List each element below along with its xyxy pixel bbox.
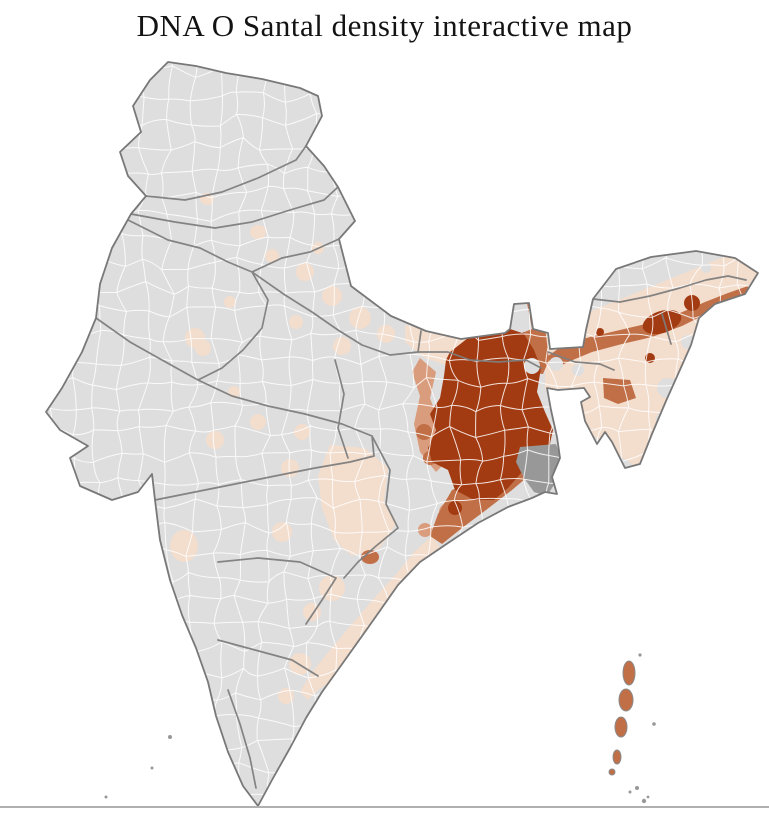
region-mp-patch-1[interactable] bbox=[195, 340, 211, 356]
region-arunachal-gray-2[interactable] bbox=[646, 264, 658, 276]
andaman-island-5[interactable] bbox=[608, 768, 616, 776]
region-west-up-patch[interactable] bbox=[265, 249, 279, 263]
nicobar-speck-3 bbox=[641, 798, 647, 804]
region-meghalaya-gray-2[interactable] bbox=[549, 357, 563, 371]
region-visakhapatnam-patch[interactable] bbox=[361, 550, 379, 564]
map-title: DNA O Santal density interactive map bbox=[136, 8, 633, 43]
region-haryana-patch[interactable] bbox=[250, 225, 266, 239]
andaman-island-1[interactable] bbox=[622, 660, 636, 686]
nicobar-speck-4 bbox=[646, 795, 650, 799]
region-up-patch-5[interactable] bbox=[333, 337, 351, 355]
region-odisha-inland-patch-2[interactable] bbox=[418, 523, 432, 537]
andaman-speck-1 bbox=[638, 653, 642, 657]
andaman-island-4[interactable] bbox=[612, 749, 622, 765]
lakshadweep-speck-2 bbox=[150, 766, 154, 770]
lakshadweep-speck-1 bbox=[168, 735, 172, 739]
region-rajasthan-patch-2[interactable] bbox=[224, 296, 236, 308]
region-valley-dark-spot-3[interactable] bbox=[564, 340, 572, 348]
region-up-patch-4[interactable] bbox=[349, 307, 371, 329]
lakshadweep-speck-3 bbox=[104, 795, 108, 799]
andaman-speck-2 bbox=[652, 722, 656, 726]
nicobar-speck-2 bbox=[628, 790, 632, 794]
region-mp-patch-4[interactable] bbox=[250, 414, 266, 430]
state-borders bbox=[95, 145, 747, 789]
region-valley-dark-spot-2[interactable] bbox=[596, 328, 604, 336]
region-west-jh-orange-1[interactable] bbox=[416, 424, 432, 440]
andaman-island-3[interactable] bbox=[614, 716, 628, 738]
region-goa-sliver[interactable] bbox=[148, 569, 154, 587]
region-west-jharkhand-fringe[interactable] bbox=[412, 358, 446, 472]
footer-divider bbox=[0, 806, 769, 808]
region-sikkim[interactable] bbox=[510, 303, 532, 333]
lakshadweep-islands bbox=[104, 735, 172, 799]
andaman-nicobar-islands[interactable] bbox=[608, 653, 656, 804]
india-landmass[interactable] bbox=[46, 62, 758, 806]
andaman-island-2[interactable] bbox=[618, 688, 634, 712]
nicobar-speck-1 bbox=[635, 786, 639, 790]
region-up-patch-1[interactable] bbox=[296, 263, 314, 281]
region-up-patch-3[interactable] bbox=[289, 315, 303, 329]
india-coastline bbox=[45, 61, 759, 807]
region-mp-patch-3[interactable] bbox=[206, 431, 224, 449]
region-up-patch-2[interactable] bbox=[322, 286, 342, 306]
region-nw-karnataka-patch[interactable] bbox=[170, 530, 198, 562]
